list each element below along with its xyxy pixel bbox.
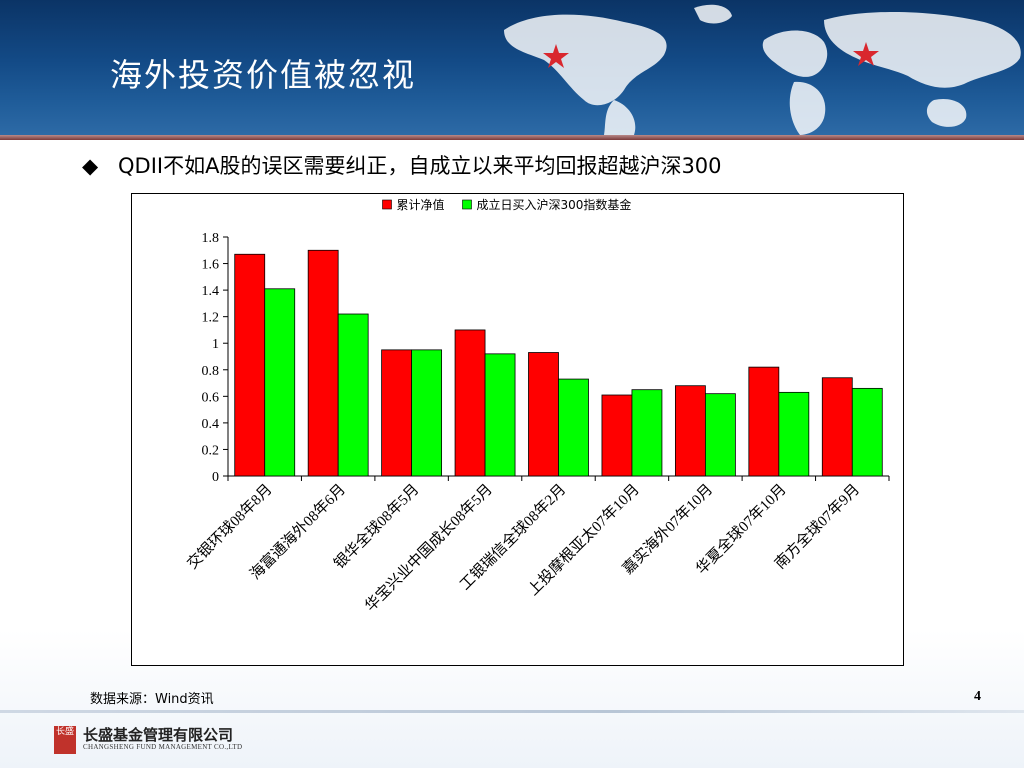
- y-tick-label: 0: [212, 470, 219, 485]
- bar-csi300-fund: [558, 378, 589, 477]
- page-title: 海外投资价值被忽视: [110, 56, 417, 94]
- y-tick-label: 1.4: [202, 284, 220, 299]
- diamond-bullet-icon: ◆: [82, 154, 99, 178]
- world-map-icon: [504, 4, 1021, 135]
- bar-csi300-fund: [778, 391, 810, 477]
- y-tick-label: 0.8: [202, 364, 220, 379]
- legend-swatch: [462, 199, 472, 210]
- chart-container: 0 0.2 0.4 0.6 0.8 1 1.2 1.4 1.6 1.8 交银环球08年8月 海富通海外…: [131, 193, 904, 666]
- bar-csi300-fund: [484, 353, 516, 477]
- bar-csi300-fund: [631, 389, 663, 477]
- bullet-text: QDII不如A股的误区需要纠正，自成立以来平均回报超越沪深300: [118, 154, 722, 178]
- bar-cumulative-nav: [234, 253, 266, 477]
- slide-header: 海外投资价值被忽视: [0, 0, 1024, 135]
- company-logo: 长盛: [54, 726, 76, 754]
- bar-cumulative-nav: [307, 249, 339, 477]
- y-tick-label: 1: [212, 337, 219, 352]
- bar-cumulative-nav: [601, 394, 633, 477]
- bar-cumulative-nav: [748, 366, 780, 477]
- header-divider: [0, 135, 1024, 140]
- legend-swatch: [382, 199, 392, 210]
- bar-csi300-fund: [411, 349, 443, 477]
- bar-cumulative-nav: [381, 349, 413, 477]
- y-tick-label: 0.6: [202, 390, 220, 405]
- bar-cumulative-nav: [821, 377, 853, 477]
- y-tick-label: 1.8: [202, 231, 220, 246]
- legend-label: 成立日买入沪深300指数基金: [477, 197, 632, 212]
- bar-cumulative-nav: [674, 385, 706, 477]
- y-tick-label: 1.2: [202, 311, 220, 326]
- page-number: 4: [974, 689, 981, 704]
- bar-cumulative-nav: [528, 352, 559, 477]
- bar-csi300-fund: [337, 313, 369, 477]
- bar-csi300-fund: [704, 393, 736, 477]
- y-tick-label: 0.2: [202, 443, 220, 458]
- bar-chart: 00.20.40.60.811.21.41.61.8交银环球08年8月海富通海外…: [183, 197, 890, 615]
- y-tick-label: 0.4: [202, 417, 220, 432]
- bullet-point: ◆ QDII不如A股的误区需要纠正，自成立以来平均回报超越沪深300: [82, 150, 722, 180]
- bar-cumulative-nav: [454, 329, 486, 477]
- x-category-label: 华宝兴业中国成长08年5月: [362, 481, 496, 615]
- company-name-cn: 长盛基金管理有限公司: [83, 726, 234, 744]
- source-note: 数据来源：Wind资讯: [90, 692, 214, 707]
- bar-csi300-fund: [851, 387, 883, 477]
- company-name-en: CHANGSHENG FUND MANAGEMENT CO.,LTD: [83, 743, 243, 751]
- bar-csi300-fund: [264, 288, 296, 477]
- star-icon: [543, 44, 569, 68]
- footer-divider: [0, 710, 1024, 713]
- y-tick-label: 1.6: [202, 258, 220, 273]
- legend-label: 累计净值: [397, 197, 445, 212]
- star-icon: [853, 42, 879, 66]
